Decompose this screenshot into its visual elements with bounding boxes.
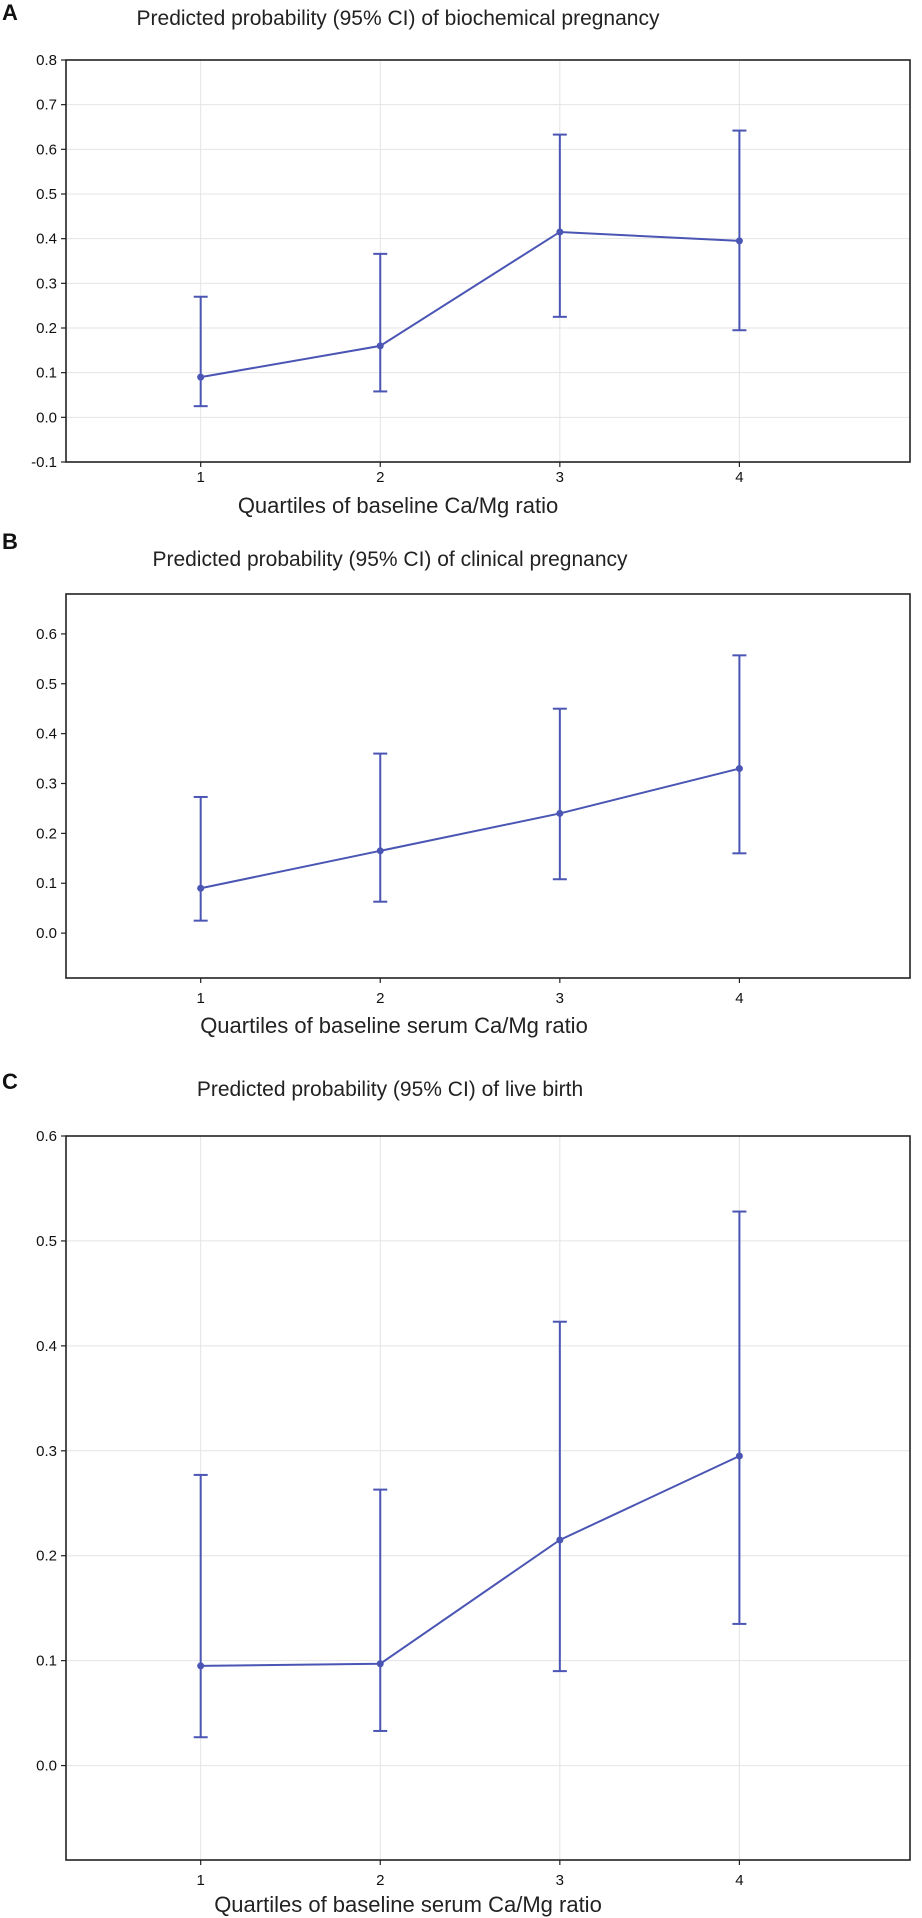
x-tick-label-a-0: 1 xyxy=(197,469,205,486)
y-tick-label-b-0: 0.0 xyxy=(36,925,57,942)
y-tick-label-a-2: 0.1 xyxy=(36,365,57,382)
y-tick-label-a-4: 0.3 xyxy=(36,275,57,292)
x-axis-label-c: Quartiles of baseline serum Ca/Mg ratio xyxy=(214,1892,602,1917)
y-tick-label-a-9: 0.8 xyxy=(36,52,57,69)
y-tick-label-a-5: 0.4 xyxy=(36,231,57,248)
panel-letter-c: C xyxy=(2,1069,18,1094)
plot-frame-c xyxy=(65,1135,911,1861)
x-tick-label-a-2: 3 xyxy=(556,469,564,486)
chart-title-c: Predicted probability (95% CI) of live b… xyxy=(197,1078,583,1101)
y-tick-label-a-6: 0.5 xyxy=(36,186,57,203)
y-tick-label-a-8: 0.7 xyxy=(36,97,57,114)
y-tick-label-b-5: 0.5 xyxy=(36,676,57,693)
x-tick-label-b-3: 4 xyxy=(735,990,743,1007)
y-tick-label-c-4: 0.4 xyxy=(36,1338,57,1355)
y-tick-label-c-2: 0.2 xyxy=(36,1548,57,1565)
panel-c: C Predicted probability (95% CI) of live… xyxy=(2,1069,911,1917)
data-point-b-2 xyxy=(556,809,564,817)
series-line-b-0 xyxy=(200,767,740,890)
data-point-b-1 xyxy=(376,847,384,855)
x-tick-label-b-0: 1 xyxy=(197,990,205,1007)
y-tick-label-a-3: 0.2 xyxy=(36,320,57,337)
panel-a: A Predicted probability (95% CI) of bioc… xyxy=(2,0,911,518)
data-point-a-0 xyxy=(197,373,205,381)
data-point-a-1 xyxy=(376,342,384,350)
data-point-c-0 xyxy=(197,1662,205,1670)
panel-b: B Predicted probability (95% CI) of clin… xyxy=(2,529,911,1038)
y-tick-label-c-6: 0.6 xyxy=(36,1128,57,1145)
chart-title-a: Predicted probability (95% CI) of bioche… xyxy=(137,7,660,30)
data-point-b-3 xyxy=(735,765,743,773)
x-axis-label-a: Quartiles of baseline Ca/Mg ratio xyxy=(238,493,558,518)
panel-letter-b: B xyxy=(2,529,18,554)
plot-frame-a xyxy=(65,59,911,463)
y-tick-label-a-7: 0.6 xyxy=(36,141,57,158)
data-point-c-2 xyxy=(556,1536,564,1544)
plot-frame-b xyxy=(65,593,911,979)
y-tick-label-b-1: 0.1 xyxy=(36,875,57,892)
series-line-c-0 xyxy=(200,1455,740,1667)
x-tick-label-c-2: 3 xyxy=(556,1872,564,1889)
y-tick-label-b-4: 0.4 xyxy=(36,726,57,743)
x-tick-label-c-0: 1 xyxy=(197,1872,205,1889)
x-tick-label-a-3: 4 xyxy=(735,469,743,486)
y-tick-label-c-3: 0.3 xyxy=(36,1443,57,1460)
data-point-c-1 xyxy=(376,1660,384,1668)
x-axis-label-b: Quartiles of baseline serum Ca/Mg ratio xyxy=(200,1013,588,1038)
series-line-a-0 xyxy=(200,230,740,379)
x-tick-label-b-1: 2 xyxy=(376,990,384,1007)
y-tick-label-c-1: 0.1 xyxy=(36,1653,57,1670)
y-tick-label-b-6: 0.6 xyxy=(36,626,57,643)
data-point-a-2 xyxy=(556,228,564,236)
x-tick-label-a-1: 2 xyxy=(376,469,384,486)
data-point-c-3 xyxy=(735,1452,743,1460)
y-tick-label-a-1: 0.0 xyxy=(36,409,57,426)
y-tick-label-c-5: 0.5 xyxy=(36,1233,57,1250)
data-point-a-3 xyxy=(735,237,743,245)
data-point-b-0 xyxy=(197,884,205,892)
y-tick-label-b-3: 0.3 xyxy=(36,776,57,793)
chart-title-b: Predicted probability (95% CI) of clinic… xyxy=(152,548,628,571)
x-tick-label-c-3: 4 xyxy=(735,1872,743,1889)
y-tick-label-a-0: -0.1 xyxy=(31,454,57,471)
y-tick-label-b-2: 0.2 xyxy=(36,825,57,842)
panel-letter-a: A xyxy=(2,0,18,25)
x-tick-label-b-2: 3 xyxy=(556,990,564,1007)
y-tick-label-c-0: 0.0 xyxy=(36,1758,57,1775)
x-tick-label-c-1: 2 xyxy=(376,1872,384,1889)
